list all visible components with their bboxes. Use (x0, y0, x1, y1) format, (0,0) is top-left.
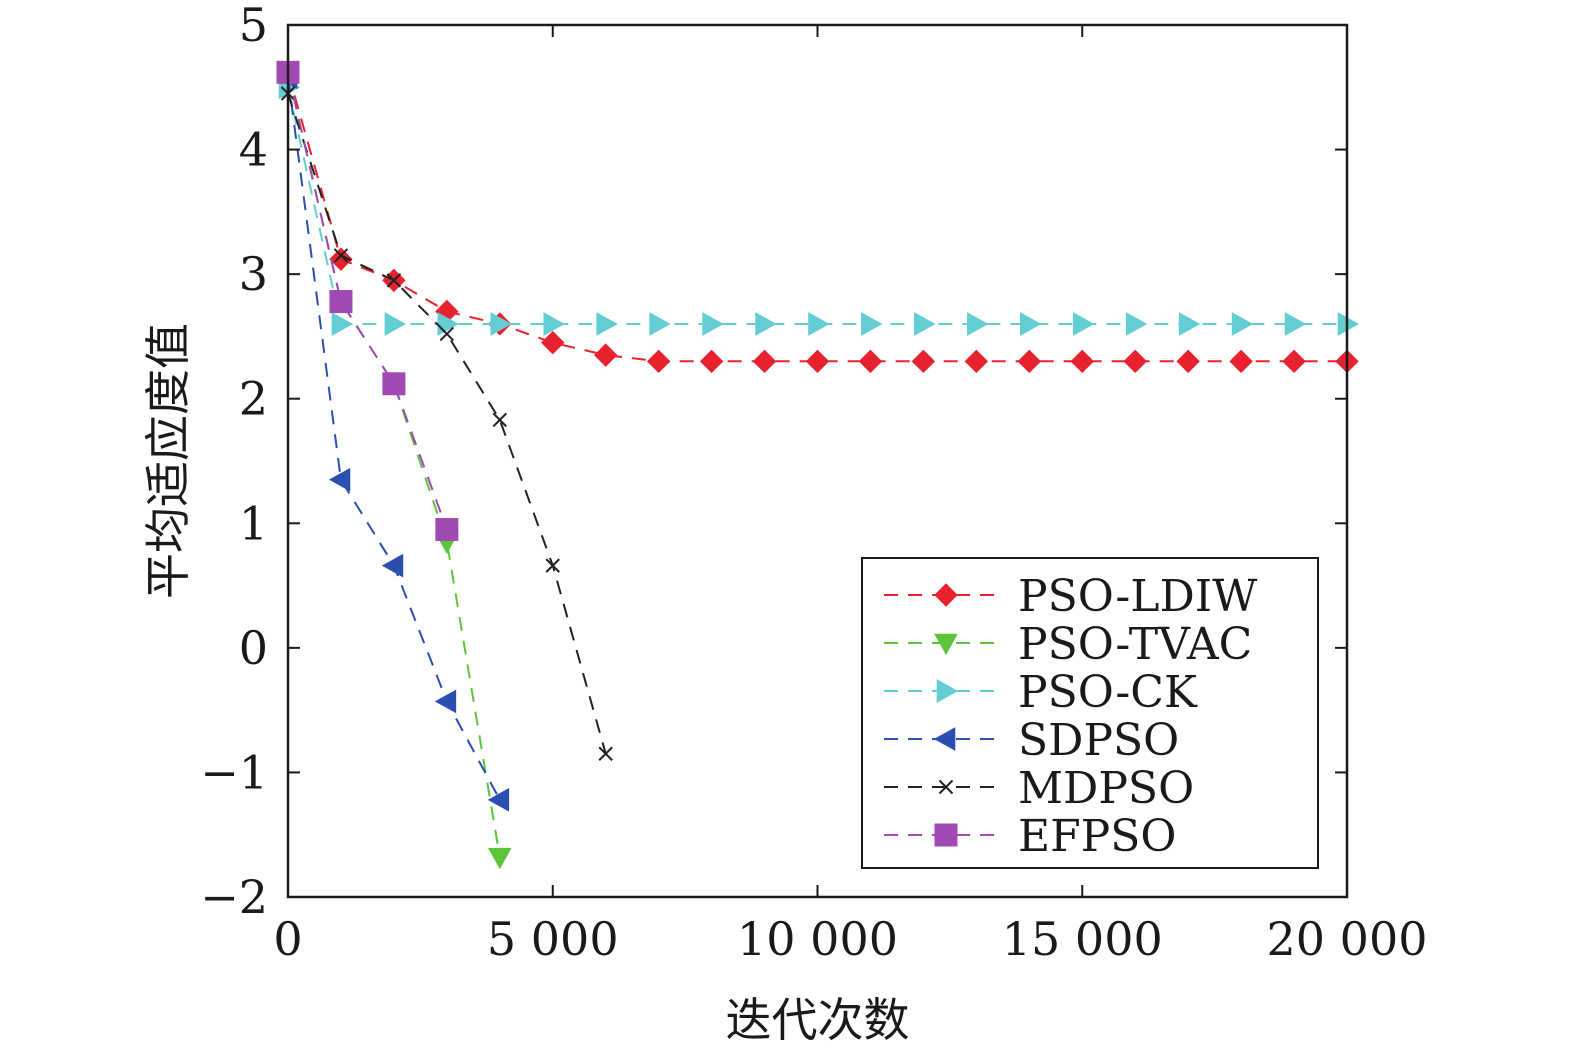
data-point (381, 553, 404, 578)
y-tick-label: 0 (239, 621, 268, 675)
data-point (435, 518, 459, 542)
data-point (1229, 349, 1253, 374)
data-point (545, 558, 560, 573)
data-point (702, 312, 724, 336)
data-point (543, 312, 565, 336)
legend-item: PSO-CK (884, 667, 1198, 718)
data-point (914, 312, 936, 336)
data-point (333, 248, 349, 263)
legend-label: SDPSO (1018, 715, 1179, 766)
y-tick-label: 3 (239, 247, 268, 301)
legend-item: MDPSO (884, 763, 1194, 814)
series-layer (275, 60, 1360, 870)
data-point (699, 349, 724, 374)
data-point (492, 412, 508, 428)
y-tick-label: 5 (239, 0, 268, 52)
legend-item: PSO-TVAC (884, 619, 1252, 670)
x-tick-label: 20 000 (1267, 912, 1428, 966)
legend-label: MDPSO (1018, 763, 1194, 814)
legend-item: EFPSO (884, 811, 1176, 862)
legend-marker (934, 823, 958, 847)
data-point (598, 746, 613, 761)
series-line (287, 72, 448, 530)
x-tick-label: 15 000 (1002, 912, 1163, 966)
series-line (287, 93, 607, 754)
data-point (805, 349, 830, 374)
data-point (861, 312, 883, 336)
data-point (329, 247, 353, 271)
legend-item: PSO-LDIW (884, 571, 1258, 622)
series-pso-tvac (276, 63, 512, 870)
y-tick-label: 2 (239, 372, 268, 426)
data-point (329, 290, 353, 314)
legend-item: SDPSO (884, 715, 1179, 766)
legend-marker (938, 779, 954, 795)
data-point (541, 330, 565, 355)
data-point (808, 312, 830, 336)
legend-marker (936, 679, 959, 703)
legend-label: PSO-CK (1018, 667, 1198, 718)
data-point (490, 312, 512, 336)
data-point (1070, 349, 1094, 374)
data-point (967, 312, 989, 336)
series-pso-ck (278, 75, 1360, 336)
data-point (596, 312, 618, 336)
axis-layer: 0 5 000 10 000 15 000 20 000 −2 −1 0 1 2 3 4 5 (200, 0, 1427, 966)
x-axis-label: 迭代次数 (726, 993, 910, 1047)
y-tick-label: −1 (200, 745, 268, 799)
data-point (1072, 312, 1095, 336)
data-point (593, 343, 618, 367)
data-point (964, 349, 989, 374)
data-point (646, 349, 671, 374)
data-point (487, 847, 512, 870)
data-point (382, 372, 406, 396)
legend-label: EFPSO (1018, 811, 1176, 862)
y-tick-label: 1 (239, 496, 268, 550)
legend-marker (934, 583, 958, 607)
data-point (1178, 312, 1201, 336)
data-point (858, 349, 883, 374)
data-point (1125, 312, 1148, 336)
data-point (434, 689, 457, 714)
series-mdpso (280, 86, 613, 761)
y-axis-label: 平均适应度值 (141, 323, 195, 599)
data-point (439, 326, 455, 342)
legend-marker (934, 633, 958, 656)
data-point (487, 787, 510, 812)
data-point (755, 312, 777, 336)
data-point (1017, 349, 1042, 374)
data-point (384, 312, 406, 336)
data-point (752, 349, 777, 374)
data-point (1282, 349, 1306, 374)
data-point (331, 312, 353, 336)
y-tick-label: −2 (200, 870, 268, 924)
legend-marker (933, 727, 956, 751)
x-tick-label: 10 000 (737, 912, 898, 966)
legend-box (861, 557, 1319, 869)
y-tick-label: 4 (239, 123, 268, 177)
x-tick-label: 0 (273, 912, 302, 966)
data-point (1231, 312, 1254, 336)
legend-label: PSO-TVAC (1018, 619, 1252, 670)
data-point (1123, 349, 1147, 374)
data-point (1176, 349, 1200, 374)
legend-label: PSO-LDIW (1018, 571, 1258, 622)
series-line (287, 72, 1347, 363)
data-point (386, 273, 402, 288)
data-point (1020, 312, 1042, 336)
data-point (649, 312, 671, 336)
data-point (328, 467, 351, 492)
series-line (287, 77, 501, 801)
series-line (287, 87, 1347, 325)
x-tick-label: 5 000 (487, 912, 619, 966)
data-point (1284, 312, 1307, 336)
data-point (911, 349, 936, 374)
